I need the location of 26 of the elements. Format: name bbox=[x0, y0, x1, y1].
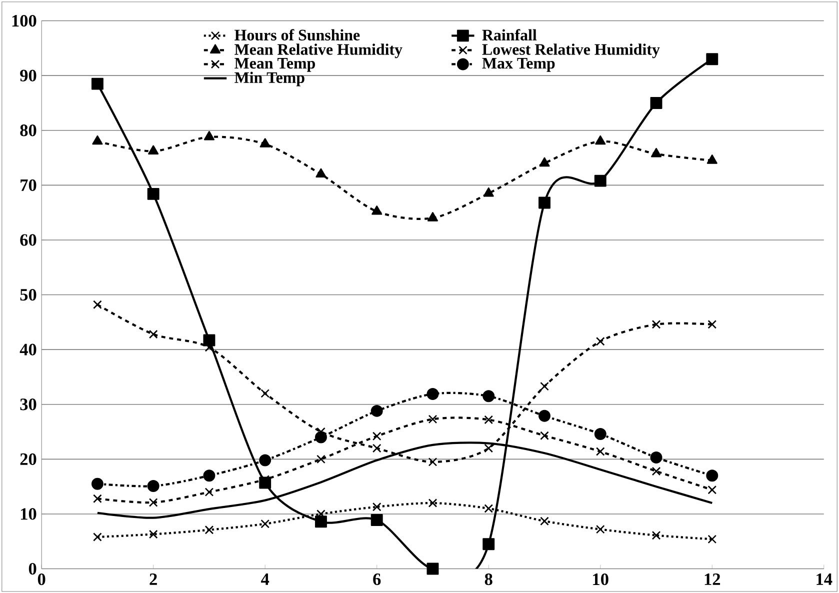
x-tick-label: 10 bbox=[593, 573, 608, 585]
legend-label: Mean Relative Humidity bbox=[234, 43, 402, 58]
legend-label: Rainfall bbox=[482, 28, 537, 40]
y-tick-label: 70 bbox=[20, 179, 36, 191]
x-tick-label: 0 bbox=[38, 573, 46, 585]
y-tick-label: 60 bbox=[20, 234, 36, 246]
y-tick-label: 50 bbox=[20, 288, 36, 300]
y-tick-label: 100 bbox=[12, 14, 36, 26]
y-tick-label: 80 bbox=[20, 124, 36, 136]
y-tick-label: 0 bbox=[28, 562, 36, 574]
x-tick-label: 8 bbox=[484, 573, 492, 585]
legend-label: Max Temp bbox=[482, 58, 555, 72]
x-tick-label: 4 bbox=[261, 573, 270, 585]
x-tick-label: 12 bbox=[704, 573, 720, 585]
legend-label: Min Temp bbox=[234, 72, 304, 86]
y-tick-label: 30 bbox=[20, 398, 36, 410]
legend-label: Mean Temp bbox=[234, 58, 315, 72]
y-tick-label: 10 bbox=[20, 508, 36, 520]
y-tick-label: 20 bbox=[20, 453, 36, 465]
y-tick-label: 90 bbox=[20, 70, 36, 82]
legend-label: Lowest Relative Humidity bbox=[482, 43, 660, 58]
x-tick-label: 14 bbox=[816, 573, 832, 585]
x-tick-label: 2 bbox=[150, 573, 157, 585]
legend-label: Hours of Sunshine bbox=[234, 28, 360, 40]
y-tick-label: 40 bbox=[20, 344, 36, 356]
x-tick-label: 6 bbox=[373, 573, 381, 585]
